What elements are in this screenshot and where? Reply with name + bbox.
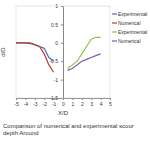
y-tick-label: 0 <box>55 40 58 46</box>
legend-swatch <box>112 22 117 23</box>
x-tick-label: -2 <box>42 101 47 107</box>
y-axis-title: d/D <box>0 47 6 57</box>
y-tick-mark <box>61 24 63 25</box>
x-tick: 1 <box>72 98 75 107</box>
legend-swatch <box>112 13 117 14</box>
x-tick: 0 <box>62 98 65 107</box>
y-tick-label: 0.5 <box>51 22 58 28</box>
legend-swatch <box>112 40 117 41</box>
x-tick: 5 <box>109 98 112 107</box>
legend-label: Experimental <box>118 29 147 35</box>
legend-label: Numerical <box>118 38 141 44</box>
series-line <box>16 43 54 61</box>
title: Comparison of numerical and experimental… <box>3 123 134 136</box>
legend: Experimental Numerical Experimental Numeric… <box>112 11 147 44</box>
x-tick: -2 <box>42 98 47 107</box>
y-tick-mark <box>61 80 63 81</box>
x-axis: -5 -4 -3 -2 -1 0 123 45 <box>14 98 112 107</box>
x-tick-label: 2 <box>81 101 84 107</box>
y-tick: 0.5 <box>51 22 63 28</box>
chart: -5-4-3-2-1012345-1.5-1-0.500.51X/Dd/DExp… <box>0 0 150 150</box>
x-tick-label: 1 <box>72 101 75 107</box>
plot-area <box>16 37 101 72</box>
y-tick-mark <box>61 61 63 62</box>
series-line <box>16 43 54 72</box>
plot-frame <box>16 6 110 98</box>
x-tick: -4 <box>24 98 29 107</box>
x-tick: 3 <box>90 98 93 107</box>
x-tick: 2 <box>81 98 84 107</box>
x-tick: 4 <box>100 98 103 107</box>
x-tick-label: -5 <box>14 101 19 107</box>
x-tick-label: -4 <box>24 101 29 107</box>
x-tick-label: 5 <box>109 101 112 107</box>
y-axis-line <box>61 7 64 99</box>
x-tick-label: 4 <box>100 101 103 107</box>
series-line <box>68 37 101 68</box>
x-tick-label: 3 <box>90 101 93 107</box>
x-tick-label: -3 <box>33 101 38 107</box>
y-tick: -1 <box>54 77 63 83</box>
x-tick: -5 <box>14 98 19 107</box>
y-tick-label: -1 <box>54 77 59 83</box>
x-tick-label: -1 <box>52 101 57 107</box>
x-tick: -3 <box>33 98 38 107</box>
y-tick-mark <box>61 43 63 44</box>
x-axis-title: X/D <box>58 110 69 116</box>
y-axis: -1.5-1-0.500.51 <box>49 3 63 101</box>
legend-swatch <box>112 31 117 32</box>
series-line <box>68 54 101 71</box>
y-tick: 0 <box>55 40 63 46</box>
x-tick-label: 0 <box>62 101 65 107</box>
legend-label: Numerical <box>118 20 141 26</box>
legend-label: Experimental <box>118 11 147 17</box>
